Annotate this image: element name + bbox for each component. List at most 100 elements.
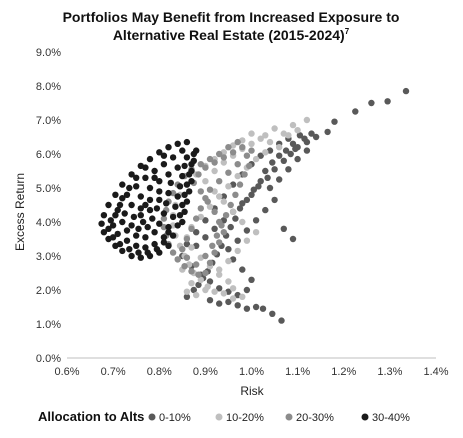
scatter-point [133, 232, 140, 239]
scatter-point [243, 227, 251, 234]
scatter-point [190, 157, 197, 164]
scatter-point [174, 164, 181, 171]
scatter-point [236, 205, 244, 212]
scatter-point [239, 218, 246, 226]
scatter-point [160, 215, 168, 222]
scatter-point [190, 286, 197, 294]
scatter-point [156, 149, 163, 156]
scatter-point [294, 155, 301, 163]
legend-marker [285, 413, 293, 421]
scatter-point [271, 125, 278, 132]
scatter-points [98, 87, 410, 324]
scatter-point [202, 234, 209, 241]
scatter-point [312, 133, 320, 141]
scatter-point [243, 152, 251, 159]
scatter-point [211, 288, 218, 295]
scatter-point [206, 186, 214, 193]
legend-label: 20-30% [296, 412, 334, 424]
scatter-point [248, 147, 255, 154]
scatter-point [243, 286, 251, 294]
scatter-point [153, 246, 161, 253]
scatter-point [262, 132, 269, 139]
scatter-point [183, 154, 191, 161]
scatter-point [216, 239, 223, 246]
scatter-point [142, 244, 149, 251]
scatter-point [243, 237, 251, 244]
scatter-point [213, 232, 221, 239]
scatter-point [126, 184, 133, 192]
scatter-point [160, 223, 168, 231]
scatter-point [255, 183, 262, 190]
scatter-point [133, 183, 140, 190]
scatter-point [181, 263, 188, 270]
scatter-point [100, 229, 108, 236]
scatter-point [239, 266, 246, 273]
scatter-point [280, 157, 287, 164]
scatter-point [257, 135, 264, 142]
scatter-point [303, 116, 311, 124]
scatter-point [243, 305, 251, 312]
scatter-point [100, 212, 108, 219]
scatter-point [225, 144, 232, 151]
scatter-point [234, 237, 241, 244]
y-tick-label: 0.0% [36, 353, 61, 365]
scatter-point [276, 144, 283, 151]
scatter-point [179, 218, 186, 226]
scatter-point [174, 193, 181, 200]
scatter-point [225, 169, 232, 176]
scatter-point [169, 249, 177, 256]
scatter-point [252, 217, 260, 224]
scatter-point [202, 178, 209, 185]
scatter-point [193, 229, 200, 236]
scatter-point [112, 212, 119, 219]
scatter-point [188, 225, 195, 232]
series-0-10% [179, 87, 410, 324]
scatter-point [169, 232, 177, 239]
y-axis-ticks: 0.0% 1.0% 2.0% 3.0% 4.0% 5.0% 6.0% 7.0% 8.0% 9.0% [36, 47, 61, 365]
y-tick-label: 8.0% [36, 81, 61, 93]
y-axis-label: Excess Return [13, 173, 27, 251]
scatter-point [193, 147, 200, 154]
y-tick-label: 5.0% [36, 183, 61, 195]
scatter-point [188, 280, 195, 287]
scatter-point [114, 230, 121, 238]
scatter-point [211, 225, 218, 232]
scatter-point [137, 205, 144, 212]
scatter-point [234, 247, 241, 255]
x-tick-label: 0.7% [101, 366, 126, 378]
legend-marker [148, 413, 156, 421]
y-tick-label: 9.0% [36, 47, 61, 59]
scatter-point [276, 176, 283, 183]
legend: Allocation to Alts 0-10% 10-20% 20-30% 30-4… [38, 409, 410, 424]
scatter-point [139, 218, 147, 226]
scatter-point [105, 201, 112, 209]
scatter-point [202, 164, 209, 171]
scatter-point [211, 159, 218, 166]
scatter-point [183, 293, 191, 300]
scatter-point [133, 242, 140, 249]
scatter-point [165, 171, 172, 178]
scatter-point [278, 317, 285, 324]
scatter-point [123, 237, 131, 244]
scatter-point [98, 220, 105, 227]
scatter-point [112, 191, 119, 198]
scatter-point [137, 212, 144, 219]
scatter-point [181, 191, 188, 198]
legend-marker [215, 413, 223, 421]
scatter-point [153, 205, 161, 212]
scatter-point [160, 152, 168, 159]
scatter-point [179, 246, 186, 253]
scatter-point [227, 223, 234, 231]
scatter-point [225, 298, 232, 306]
scatter-point [146, 155, 154, 163]
scatter-point [239, 200, 246, 207]
chart-title-line2: Alternative Real Estate (2015-2024)7 [113, 27, 350, 43]
scatter-point [236, 181, 244, 188]
scatter-point [202, 269, 209, 277]
scatter-point [266, 184, 274, 192]
scatter-point [193, 291, 200, 299]
scatter-point [229, 285, 237, 292]
scatter-point [289, 121, 297, 129]
scatter-point [109, 234, 117, 241]
scatter-point [183, 235, 191, 243]
